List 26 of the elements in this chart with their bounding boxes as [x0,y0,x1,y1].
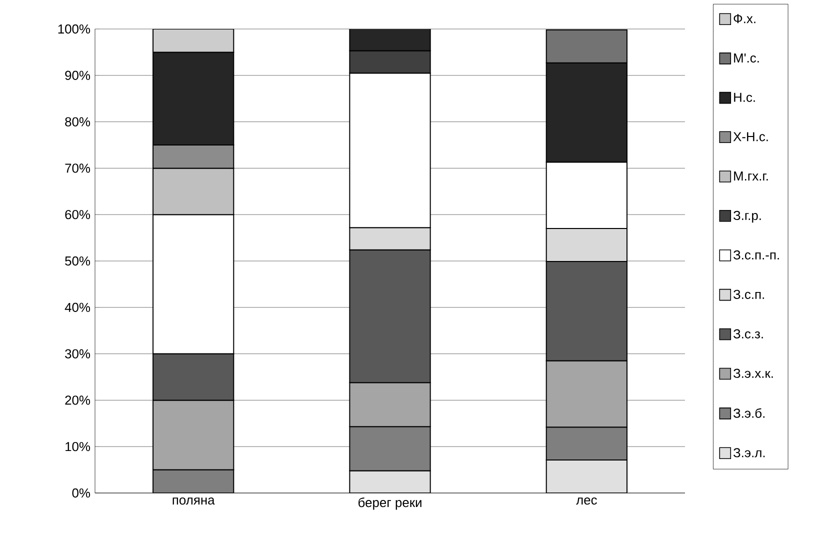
legend-label: З.э.б. [733,408,764,418]
y-tick-label: 20% [65,396,90,405]
y-tick-label: 0% [72,488,90,498]
legend-label: З.г.р. [733,210,761,223]
legend-label: М.гх.г. [734,172,768,180]
y-tick-label: 100% [58,24,90,34]
legend-label: Н.с. [734,92,755,102]
y-tick-label: 50% [65,256,90,266]
legend-label: З.с.п.-п. [733,250,779,260]
x-tick-label: лес [576,498,597,505]
legend-label: З.с.п. [733,290,764,299]
legend-label: З.э.л. [733,448,765,458]
legend-label: З.с.з. [733,329,763,338]
legend-label: М'.с. [734,54,759,63]
x-tick-label: берег реки [358,498,422,510]
y-tick-label: 60% [65,210,90,220]
y-tick-label: 80% [65,117,90,126]
y-tick-label: 70% [65,164,90,173]
legend-label: Х-Н.с. [733,132,768,142]
y-tick-label: 30% [65,349,90,358]
legend-label: З.э.х.к. [733,368,773,378]
legend-label: Ф.х. [734,14,756,24]
y-tick-label: 40% [64,302,90,312]
x-tick-label: поляна [172,498,215,505]
y-tick-label: 90% [65,70,90,80]
y-tick-label: 10% [66,442,90,452]
